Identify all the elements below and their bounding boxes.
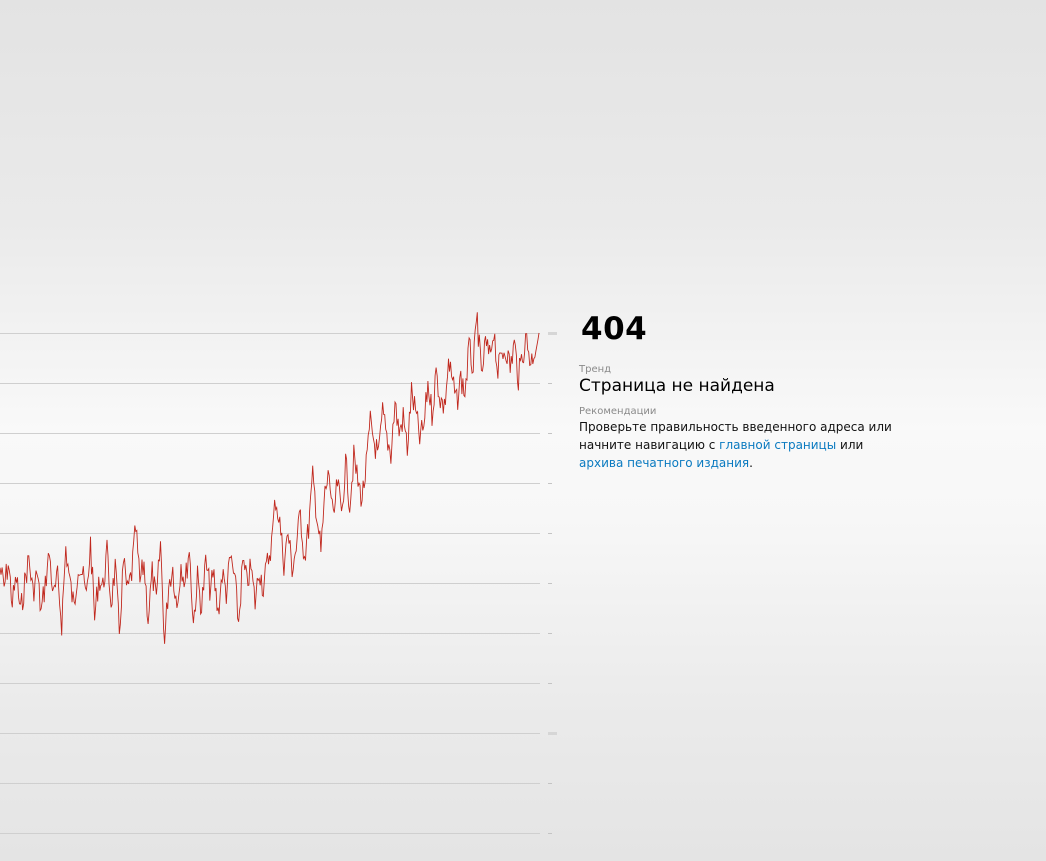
recommendations-text: Проверьте правильность введенного адреса… <box>579 418 899 472</box>
trend-line <box>0 312 540 644</box>
page-title: Страница не найдена <box>579 376 775 396</box>
recommendations-text-part1: Проверьте правильность введенного адреса… <box>579 420 892 452</box>
recommendations-text-part2: или <box>836 438 864 452</box>
chart-gridlines <box>0 333 540 834</box>
recommendations-text-part3: . <box>749 456 753 470</box>
error-info: 404 Тренд Страница не найдена Рекомендац… <box>579 310 899 472</box>
home-page-link[interactable]: главной страницы <box>719 438 837 452</box>
trend-chart <box>0 312 557 834</box>
recommendations-label: Рекомендации <box>579 406 657 417</box>
trend-label: Тренд <box>579 364 612 375</box>
print-archive-link[interactable]: архива печатного издания <box>579 456 750 470</box>
error-code: 404 <box>581 311 648 347</box>
chart-tick-marks <box>548 332 557 834</box>
